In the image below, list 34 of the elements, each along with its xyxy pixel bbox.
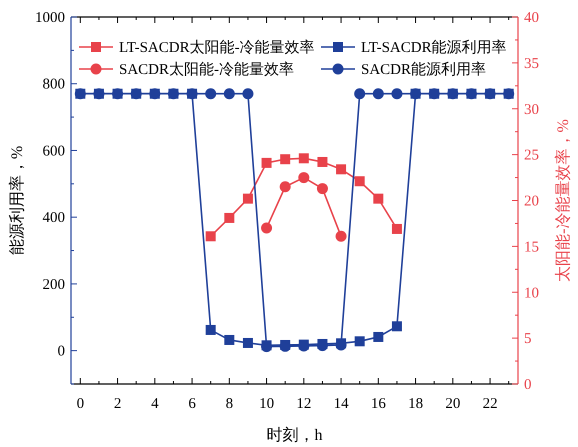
x-axis-title: 时刻，h <box>266 426 322 444</box>
y-tick-label: 200 <box>42 276 65 293</box>
legend-label: LT-SACDR太阳能-冷能量效率 <box>119 39 315 56</box>
y2-tick-label: 30 <box>524 102 539 118</box>
y-axis-title: 能源利用率，% <box>8 146 26 256</box>
y2-tick-label: 25 <box>524 148 539 164</box>
x-tick-label: 14 <box>334 396 350 412</box>
y2-tick-label: 40 <box>524 10 539 26</box>
y-tick-label: 800 <box>42 76 65 93</box>
y2-axis-title: 太阳能-冷能量效率，% <box>554 119 572 282</box>
y2-tick-label: 15 <box>524 239 539 256</box>
legend-label: SACDR能源利用率 <box>361 61 486 78</box>
y2-tick-label: 5 <box>524 331 532 348</box>
x-tick-label: 18 <box>408 396 424 412</box>
legend-label: LT-SACDR能源利用率 <box>361 39 507 56</box>
x-tick-label: 12 <box>296 396 312 412</box>
x-tick-label: 4 <box>151 396 160 412</box>
y-tick-label: 0 <box>58 344 65 360</box>
x-tick-label: 6 <box>188 396 196 412</box>
y-tick-label: 400 <box>42 210 65 226</box>
x-tick-label: 10 <box>259 396 274 412</box>
x-tick-label: 20 <box>445 396 460 412</box>
y-tick-label: 1000 <box>35 10 65 26</box>
x-tick-label: 8 <box>226 396 234 412</box>
y2-tick-label: 10 <box>524 285 539 302</box>
x-tick-label: 22 <box>482 396 498 412</box>
y-tick-label: 600 <box>42 143 65 160</box>
y2-tick-label: 35 <box>524 56 539 72</box>
x-tick-label: 0 <box>76 396 84 412</box>
y2-tick-label: 20 <box>524 194 539 210</box>
x-tick-label: 2 <box>114 396 122 412</box>
legend-label: SACDR太阳能-冷能量效率 <box>119 61 294 78</box>
x-tick-label: 16 <box>370 396 386 412</box>
y2-tick-label: 0 <box>524 377 532 393</box>
